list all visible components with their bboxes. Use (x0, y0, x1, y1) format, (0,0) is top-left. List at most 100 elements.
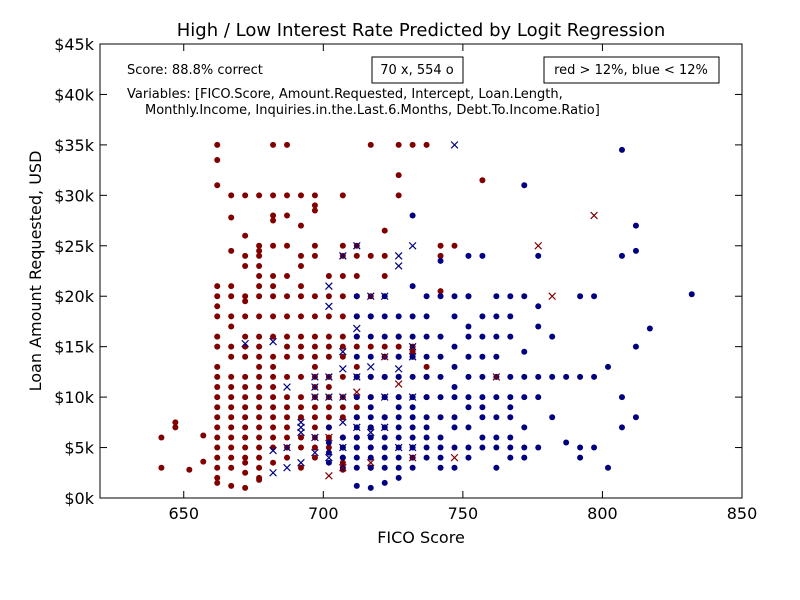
data-point-blue-x (339, 418, 347, 427)
data-point-red-circle (242, 232, 249, 239)
data-point-red-circle (270, 273, 277, 280)
data-point-blue-circle (381, 454, 388, 461)
data-point-blue-circle (409, 434, 416, 441)
data-point-blue-circle (591, 444, 598, 451)
data-point-red-circle (228, 214, 235, 221)
data-point-red-circle (256, 414, 263, 421)
data-point-red-circle (270, 313, 277, 320)
data-point-blue-x (408, 342, 417, 351)
data-points (158, 141, 695, 491)
data-point-blue-circle (395, 464, 402, 471)
data-point-blue-circle (451, 414, 458, 421)
data-point-blue-circle (465, 353, 472, 360)
data-point-blue-circle (535, 303, 542, 310)
data-point-red-circle (256, 394, 263, 401)
data-point-blue-x (394, 443, 403, 452)
data-point-blue-x (311, 433, 319, 442)
data-point-red-circle (256, 252, 263, 259)
data-point-red-circle (256, 343, 263, 350)
data-point-red-circle (242, 384, 249, 391)
data-point-red-x (339, 463, 347, 472)
data-point-blue-circle (479, 394, 486, 401)
data-point-red-circle (270, 242, 277, 249)
data-point-blue-circle (451, 444, 458, 451)
data-point-blue-circle (353, 414, 360, 421)
data-point-blue-circle (353, 454, 360, 461)
data-point-red-circle (297, 373, 304, 380)
data-point-red-circle (214, 157, 221, 164)
data-point-blue-circle (381, 464, 388, 471)
data-point-blue-circle (395, 454, 402, 461)
data-point-red-circle (297, 353, 304, 360)
data-point-blue-circle (632, 222, 639, 229)
data-point-red-circle (297, 343, 304, 350)
data-point-red-circle (214, 363, 221, 370)
data-point-blue-circle (325, 424, 332, 431)
data-point-blue-circle (591, 373, 598, 380)
data-point-blue-x (450, 141, 459, 149)
data-point-red-circle (228, 424, 235, 431)
data-point-blue-x (352, 373, 361, 381)
data-point-blue-circle (451, 363, 458, 370)
data-point-blue-circle (521, 293, 528, 300)
data-point-blue-x (394, 365, 403, 373)
data-point-red-circle (256, 476, 263, 483)
data-point-red-circle (367, 252, 374, 259)
data-point-blue-x (269, 468, 277, 477)
data-point-red-circle (228, 313, 235, 320)
x-tick-label: 700 (308, 504, 339, 523)
data-point-red-circle (409, 348, 416, 355)
data-point-red-circle (242, 333, 249, 340)
data-point-blue-circle (521, 444, 528, 451)
data-point-red-x (548, 292, 557, 301)
data-point-red-circle (256, 464, 263, 471)
data-point-red-circle (339, 414, 346, 421)
data-point-red-circle (256, 363, 263, 370)
data-point-red-circle (325, 293, 332, 300)
data-point-blue-x (311, 373, 319, 381)
data-point-red-circle (325, 353, 332, 360)
data-point-blue-circle (507, 373, 514, 380)
data-point-blue-circle (451, 313, 458, 320)
data-point-red-circle (242, 484, 249, 491)
data-point-red-circle (284, 192, 291, 199)
data-point-red-circle (325, 404, 332, 411)
data-point-blue-circle (479, 333, 486, 340)
data-point-blue-x (269, 337, 277, 346)
data-point-blue-circle (423, 414, 430, 421)
data-point-red-circle (297, 192, 304, 199)
data-point-blue-x (325, 393, 333, 401)
data-point-red-circle (297, 404, 304, 411)
data-point-red-circle (325, 333, 332, 340)
data-point-blue-x (325, 373, 333, 381)
data-point-red-circle (256, 424, 263, 431)
data-point-red-circle (256, 434, 263, 441)
data-point-blue-circle (423, 454, 430, 461)
data-point-blue-x (408, 393, 417, 401)
data-point-blue-circle (521, 394, 528, 401)
x-tick-label: 750 (448, 504, 479, 523)
data-point-red-circle (228, 434, 235, 441)
data-point-red-circle (311, 343, 318, 350)
data-point-blue-x (366, 292, 375, 301)
data-point-blue-circle (409, 464, 416, 471)
data-point-blue-circle (339, 434, 346, 441)
data-point-red-circle (395, 172, 402, 179)
data-point-red-circle (228, 343, 235, 350)
data-point-blue-x (325, 453, 333, 462)
data-point-blue-circle (577, 454, 584, 461)
data-point-red-circle (242, 469, 249, 476)
data-point-red-circle (381, 252, 388, 259)
data-point-red-circle (270, 424, 277, 431)
data-point-red-circle (228, 454, 235, 461)
data-point-blue-circle (437, 373, 444, 380)
data-point-red-circle (339, 273, 346, 280)
data-point-red-circle (214, 464, 221, 471)
data-point-blue-circle (465, 373, 472, 380)
data-point-red-circle (381, 343, 388, 350)
data-point-blue-circle (381, 373, 388, 380)
data-point-blue-circle (437, 444, 444, 451)
data-point-blue-circle (353, 464, 360, 471)
data-point-red-circle (311, 313, 318, 320)
data-point-blue-x (339, 347, 347, 356)
